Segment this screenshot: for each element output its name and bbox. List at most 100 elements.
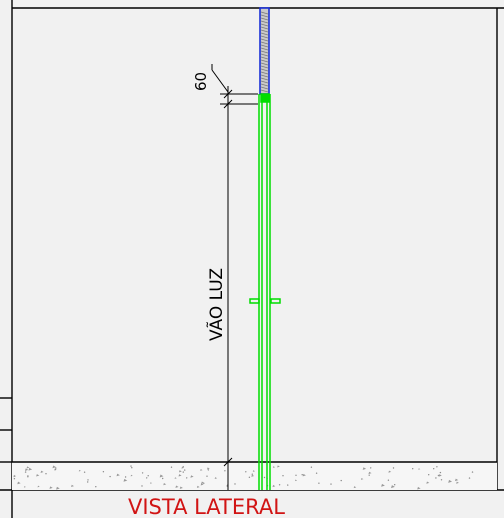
floor-aggregate-stone [178,474,182,477]
header-hatch-line [260,17,269,21]
floor-aggregate-stone [252,470,256,472]
floor-aggregate-stone [49,486,53,489]
floor-aggregate-dot [170,466,173,468]
floor-aggregate-stone [251,474,255,477]
vao-luz-label: VÃO LUZ [205,268,227,341]
dim-60-leader [211,69,229,93]
glass-panel-profile [249,93,281,490]
floor-aggregate-stone [23,486,26,488]
floor-aggregate-dot [282,475,284,477]
floor-aggregate-dot [278,484,281,486]
header-hatch-line [260,83,269,87]
floor-aggregate-dot [471,471,474,473]
floor-aggregate-stone [360,477,364,480]
header-hatch-line [260,23,269,27]
dimension-60-label: 60 [192,72,210,91]
floor-aggregate-dot [131,467,133,469]
header-hatch-line [260,77,269,81]
header-hatch-line [260,47,269,51]
floor-aggregate-dot [141,485,143,487]
floor-aggregate-dot [310,466,313,468]
floor-aggregate-dot [203,482,205,484]
floor-aggregate-stone [448,479,453,483]
floor-aggregate-dot [368,474,370,476]
floor-aggregate-stone [438,474,442,477]
floor-aggregate-stone [353,486,357,489]
floor-aggregate-dot [428,474,430,476]
floor-aggregate-dot [55,467,57,469]
header-hatch-line [260,29,269,33]
header-hatch-line [260,80,269,84]
header-hatch-line [260,71,269,75]
floor-aggregate-dot [287,484,289,486]
floor-aggregate-dot [95,486,97,488]
floor-aggregate-dot [330,483,332,485]
header-hatch-line [260,56,269,60]
floor-aggregate-stone [163,482,167,486]
floor-slab-fill [12,462,497,490]
header-hatch-line [260,59,269,63]
top-header-profile [259,7,270,95]
floor-aggregate-stone [78,469,81,472]
view-caption: VISTA LATERAL [128,495,285,518]
floor-aggregate-dot [186,477,188,479]
floor-aggregate-stone [123,478,128,482]
floor-aggregate-dot [340,479,342,482]
header-hatch-line [260,89,269,93]
floor-aggregate-stone [26,466,30,469]
floor-aggregate-stone [381,483,385,487]
floor-aggregate-dot [45,473,47,475]
header-hatch-line [260,68,269,72]
floor-aggregate-dot [412,468,414,470]
header-hatch-line [260,32,269,36]
floor-aggregate-stone [206,467,210,470]
floor-aggregate-stone [174,477,177,479]
floor-aggregate-dot [251,473,253,475]
floor-aggregate-dot [394,484,396,486]
floor-aggregate-stone [388,470,392,473]
floor-aggregate-stone [150,482,153,484]
header-hatch [260,11,269,93]
floor-aggregate-dot [435,477,437,479]
floor-aggregate-stone [200,469,203,471]
floor-aggregate-dot [245,471,247,473]
floor-aggregate-dot [87,479,89,481]
floor-aggregate-dot [147,475,149,477]
floor-aggregate-stone [368,471,372,475]
header-hatch-line [260,14,269,18]
floor-aggregate-dot [207,469,210,471]
header-hatch-line [260,62,269,66]
floor-aggregate-stone [201,481,205,484]
floor-aggregate-stone [362,467,367,470]
floor-aggregate-dot [248,476,251,478]
floor-aggregate-stone [13,474,16,477]
floor-aggregate-dot [440,479,443,481]
header-hatch-line [260,20,269,24]
header-hatch-line [260,38,269,42]
floor-aggregate-dot [13,478,16,480]
floor-aggregate-stone [277,465,280,468]
floor-aggregate-stone [196,485,200,488]
floor-aggregate-stone [56,486,60,490]
handle-left [249,298,260,304]
floor-aggregate-dot [370,467,372,469]
floor-aggregate-dot [87,481,89,483]
handle-right [270,298,281,304]
floor-aggregate-stone [272,484,276,488]
floor-aggregate-dot [301,474,303,476]
floor-aggregate-dot [54,468,56,471]
floor-aggregate-dot [184,469,186,471]
floor-aggregate-dot [124,476,127,478]
floor-aggregate-stone [130,474,133,477]
dim-60-tick-top [223,89,233,99]
floor-aggregate-stone [71,484,74,488]
floor-aggregate-stone [159,474,164,478]
floor-aggregate-dot [315,472,318,474]
floor-aggregate-dot [102,471,105,473]
floor-aggregate-stone [426,481,430,484]
floor-aggregate-stone [418,468,421,470]
floor-aggregate-dot [130,465,132,467]
dimension-60 [211,64,258,112]
